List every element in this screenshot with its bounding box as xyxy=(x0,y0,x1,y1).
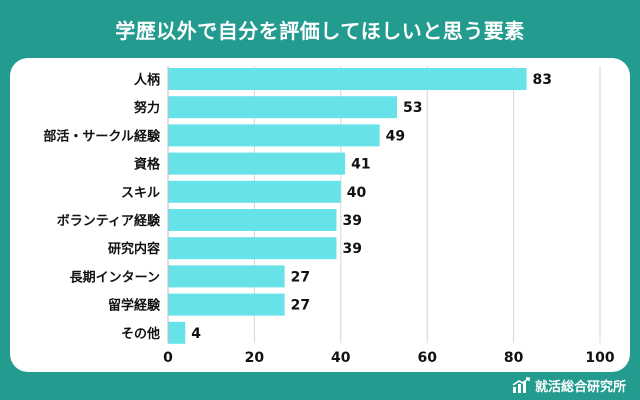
data-label: 40 xyxy=(347,185,367,201)
chart-title: 学歴以外で自分を評価してほしいと思う要素 xyxy=(115,18,525,43)
category-label: 努力 xyxy=(134,100,160,116)
bar xyxy=(168,237,337,260)
bar xyxy=(168,180,341,203)
category-label: 部活・サークル経験 xyxy=(43,128,161,144)
data-label: 39 xyxy=(342,213,361,229)
category-label: 留学経験 xyxy=(108,298,161,314)
data-label: 53 xyxy=(403,100,422,116)
data-label: 4 xyxy=(191,326,201,342)
brand-name: 就活総合研究所 xyxy=(534,379,626,395)
x-tick-label: 0 xyxy=(163,350,173,366)
x-tick-label: 40 xyxy=(331,350,351,366)
bar xyxy=(168,265,285,288)
bar xyxy=(168,96,397,119)
category-label: スキル xyxy=(121,186,160,201)
bar xyxy=(168,124,380,147)
brand-logo: 就活総合研究所 xyxy=(512,374,626,396)
x-tick-label: 80 xyxy=(504,350,524,366)
category-label: その他 xyxy=(121,326,160,342)
data-label: 83 xyxy=(533,72,552,88)
data-label: 39 xyxy=(342,241,361,257)
category-label: 資格 xyxy=(134,157,161,173)
category-label: ボランティア経験 xyxy=(57,213,161,229)
bar xyxy=(168,68,527,90)
data-label: 27 xyxy=(291,269,310,285)
bar xyxy=(168,293,285,316)
data-label: 27 xyxy=(291,298,310,314)
x-tick-label: 60 xyxy=(417,350,437,366)
category-label: 長期インターン xyxy=(70,270,160,285)
category-label: 人柄 xyxy=(134,72,160,88)
x-tick-label: 100 xyxy=(585,350,614,366)
category-label: 研究内容 xyxy=(108,241,160,257)
bar-chart-logo-icon xyxy=(512,377,530,393)
data-label: 49 xyxy=(386,128,405,144)
data-label: 41 xyxy=(351,157,370,173)
bar xyxy=(168,152,346,175)
bar xyxy=(168,209,337,231)
x-tick-label: 20 xyxy=(245,350,265,366)
bar xyxy=(168,321,186,344)
